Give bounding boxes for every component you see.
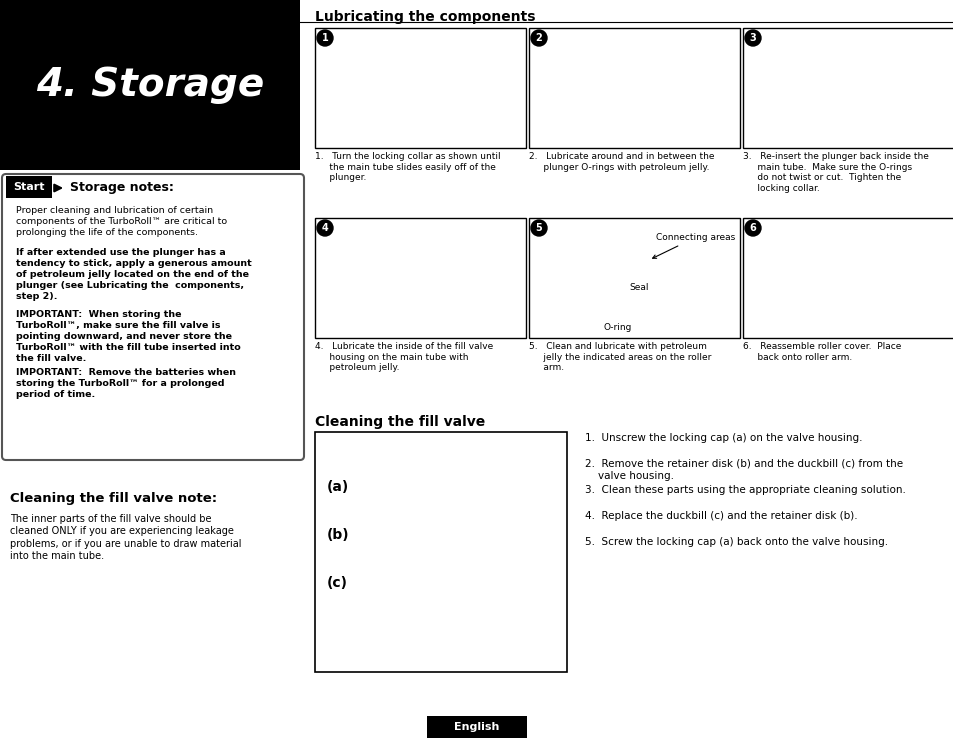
Text: Cleaning the fill valve note:: Cleaning the fill valve note: [10, 492, 217, 505]
Text: 4: 4 [321, 223, 328, 233]
Bar [0, 0, 299, 170]
Circle shape [744, 220, 760, 236]
Circle shape [744, 30, 760, 46]
Text: 3: 3 [749, 33, 756, 43]
Text: The inner parts of the fill valve should be
cleaned ONLY if you are experiencing: The inner parts of the fill valve should… [10, 514, 241, 561]
FancyBboxPatch shape [2, 174, 304, 460]
Circle shape [531, 30, 546, 46]
Text: Lubricating the components: Lubricating the components [314, 10, 535, 24]
Text: 4. Storage: 4. Storage [36, 66, 264, 104]
Text: IMPORTANT:  When storing the
TurboRoll™, make sure the fill valve is
pointing do: IMPORTANT: When storing the TurboRoll™, … [16, 310, 240, 363]
Text: 1.   Turn the locking collar as shown until
     the main tube slides easily off: 1. Turn the locking collar as shown unti… [314, 152, 500, 182]
Text: 2.   Lubricate around and in between the
     plunger O-rings with petroleum jel: 2. Lubricate around and in between the p… [529, 152, 714, 172]
Circle shape [531, 220, 546, 236]
Text: 3.  Clean these parts using the appropriate cleaning solution.: 3. Clean these parts using the appropria… [584, 485, 905, 495]
Bar [529, 218, 740, 338]
Circle shape [316, 220, 333, 236]
Text: 6.   Reassemble roller cover.  Place
     back onto roller arm.: 6. Reassemble roller cover. Place back o… [742, 342, 901, 362]
Bar [314, 28, 525, 148]
Text: 5.  Screw the locking cap (a) back onto the valve housing.: 5. Screw the locking cap (a) back onto t… [584, 537, 887, 547]
Text: Cleaning the fill valve: Cleaning the fill valve [314, 415, 485, 429]
Text: 2.  Remove the retainer disk (b) and the duckbill (c) from the
    valve housing: 2. Remove the retainer disk (b) and the … [584, 459, 902, 481]
Bar [314, 218, 525, 338]
Text: 6: 6 [749, 223, 756, 233]
Text: 5.   Clean and lubricate with petroleum
     jelly the indicated areas on the ro: 5. Clean and lubricate with petroleum je… [529, 342, 711, 373]
Bar [314, 432, 566, 672]
Text: 5: 5 [535, 223, 542, 233]
Text: 4.   Lubricate the inside of the fill valve
     housing on the main tube with
 : 4. Lubricate the inside of the fill valv… [314, 342, 493, 373]
Text: English: English [454, 722, 499, 732]
Bar [529, 28, 740, 148]
Bar [6, 176, 52, 198]
Text: 6: 6 [473, 731, 480, 738]
Text: 1: 1 [321, 33, 328, 43]
Text: IMPORTANT:  Remove the batteries when
storing the TurboRoll™ for a prolonged
per: IMPORTANT: Remove the batteries when sto… [16, 368, 235, 399]
Text: (b): (b) [327, 528, 349, 542]
Bar [742, 218, 953, 338]
Text: Seal: Seal [629, 283, 648, 292]
Bar [742, 28, 953, 148]
Text: Start: Start [13, 182, 45, 192]
Text: 2: 2 [535, 33, 542, 43]
Circle shape [316, 30, 333, 46]
Bar [427, 716, 526, 738]
Text: (a): (a) [327, 480, 349, 494]
Text: 4.  Replace the duckbill (c) and the retainer disk (b).: 4. Replace the duckbill (c) and the reta… [584, 511, 857, 521]
Text: 3.   Re-insert the plunger back inside the
     main tube.  Make sure the O-ring: 3. Re-insert the plunger back inside the… [742, 152, 928, 193]
Text: Proper cleaning and lubrication of certain
components of the TurboRoll™ are crit: Proper cleaning and lubrication of certa… [16, 206, 227, 237]
Text: 1.  Unscrew the locking cap (a) on the valve housing.: 1. Unscrew the locking cap (a) on the va… [584, 433, 862, 443]
Text: (c): (c) [327, 576, 348, 590]
Text: Storage notes:: Storage notes: [70, 182, 173, 195]
Text: If after extended use the plunger has a
tendency to stick, apply a generous amou: If after extended use the plunger has a … [16, 248, 252, 301]
Text: Connecting areas: Connecting areas [652, 233, 734, 258]
Text: O-ring: O-ring [603, 323, 632, 332]
